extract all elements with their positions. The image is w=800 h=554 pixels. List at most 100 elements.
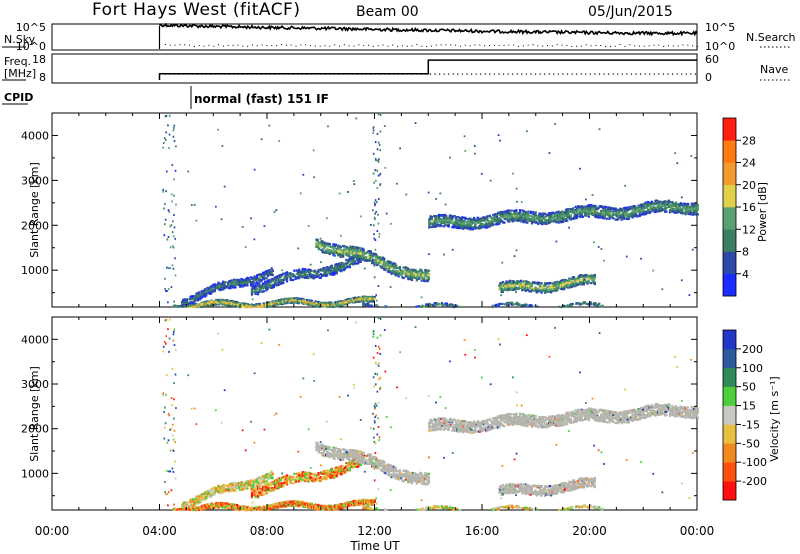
power-pixel — [217, 128, 219, 131]
power-pixel — [445, 215, 448, 218]
power-pixel — [609, 215, 612, 218]
power-pixel — [413, 272, 416, 275]
power-pixel — [624, 208, 627, 211]
power-pixel — [687, 208, 690, 211]
power-pixel — [557, 217, 560, 221]
power-pixel — [223, 283, 226, 286]
nave-dot — [566, 73, 569, 75]
power-pixel — [454, 220, 458, 223]
power-pixel — [580, 215, 583, 218]
power-pixel — [551, 216, 554, 220]
power-pixel — [276, 299, 280, 303]
power-pixel — [535, 291, 538, 294]
power-pixel — [542, 285, 546, 289]
nsky-dot — [310, 45, 311, 47]
power-pixel — [684, 203, 687, 207]
power-pixel — [351, 245, 354, 248]
power-pixel — [556, 281, 559, 284]
power-pixel — [270, 285, 273, 288]
power-pixel — [590, 281, 593, 285]
power-pixel — [527, 288, 530, 292]
nave-dot — [411, 73, 413, 75]
power-pixel — [604, 206, 608, 209]
power-pixel — [283, 278, 286, 281]
nsky-dot — [363, 45, 365, 47]
power-pixel — [551, 289, 554, 292]
power-pixel — [196, 292, 199, 295]
power-pixel — [352, 260, 355, 264]
power-pixel — [344, 250, 347, 254]
power-pixel — [607, 209, 610, 212]
power-pixel — [440, 217, 443, 221]
power-pixel — [527, 282, 530, 286]
power-data-layer — [162, 113, 699, 309]
power-pixel — [267, 284, 271, 287]
power-pixel — [215, 303, 218, 306]
nave-dot — [256, 73, 258, 75]
power-pixel — [413, 276, 416, 279]
power-pixel — [504, 284, 507, 287]
power-pixel — [430, 218, 433, 221]
power-pixel — [338, 244, 341, 247]
power-pixel — [549, 219, 552, 222]
power-pixel — [586, 274, 589, 277]
power-pixel — [479, 221, 482, 224]
nave-dot — [370, 73, 372, 75]
power-pixel — [368, 304, 371, 307]
power-pixel — [328, 249, 331, 252]
power-pixel — [321, 269, 324, 272]
power-pixel — [308, 270, 312, 273]
power-pixel — [327, 245, 330, 248]
nave-dot — [452, 73, 454, 75]
power-pixel — [627, 217, 630, 220]
power-pixel — [447, 220, 450, 223]
nsky-dot — [237, 44, 239, 46]
power-pixel — [335, 269, 338, 273]
power-pixel — [678, 210, 681, 214]
power-pixel — [582, 274, 585, 277]
power-pixel — [497, 218, 500, 221]
power-pixel — [507, 285, 510, 289]
power-pixel — [546, 282, 549, 285]
power-pixel — [341, 303, 344, 306]
power-pixel — [331, 266, 335, 270]
power-pixel — [364, 252, 368, 255]
nave-dot — [562, 73, 564, 75]
power-pixel — [345, 298, 349, 301]
power-pixel — [445, 304, 448, 307]
power-pixel — [624, 213, 627, 216]
power-pixel — [335, 265, 338, 268]
power-pixel — [298, 297, 301, 300]
power-pixel — [202, 293, 205, 296]
power-pixel — [364, 256, 368, 260]
power-pixel — [435, 225, 438, 228]
power-pixel — [253, 286, 256, 289]
power-pixel — [308, 273, 312, 276]
power-pixel — [387, 270, 391, 274]
power-pixel — [518, 285, 521, 288]
power-pixel — [370, 304, 373, 308]
power-pixel — [514, 219, 517, 222]
power-pixel — [456, 220, 459, 223]
power-pixel — [486, 217, 489, 221]
power-pixel — [390, 261, 393, 264]
power-pixel — [496, 305, 499, 308]
power-pixel — [624, 210, 627, 213]
nsky-dot — [169, 44, 171, 46]
nave-dot — [361, 73, 363, 75]
power-pixel — [672, 207, 675, 211]
power-pixel — [291, 278, 295, 282]
power-pixel — [474, 227, 477, 230]
power-pixel — [509, 281, 512, 284]
power-pixel — [641, 213, 644, 216]
power-pixel — [360, 296, 363, 300]
power-pixel — [418, 275, 421, 278]
power-pixel — [589, 211, 592, 214]
power-pixel — [277, 279, 280, 282]
power-pixel — [434, 218, 437, 222]
power-pixel — [281, 273, 284, 276]
power-pixel — [445, 216, 448, 219]
nsky-dot — [179, 44, 181, 46]
power-pixel — [494, 213, 497, 216]
power-pixel — [323, 267, 326, 271]
